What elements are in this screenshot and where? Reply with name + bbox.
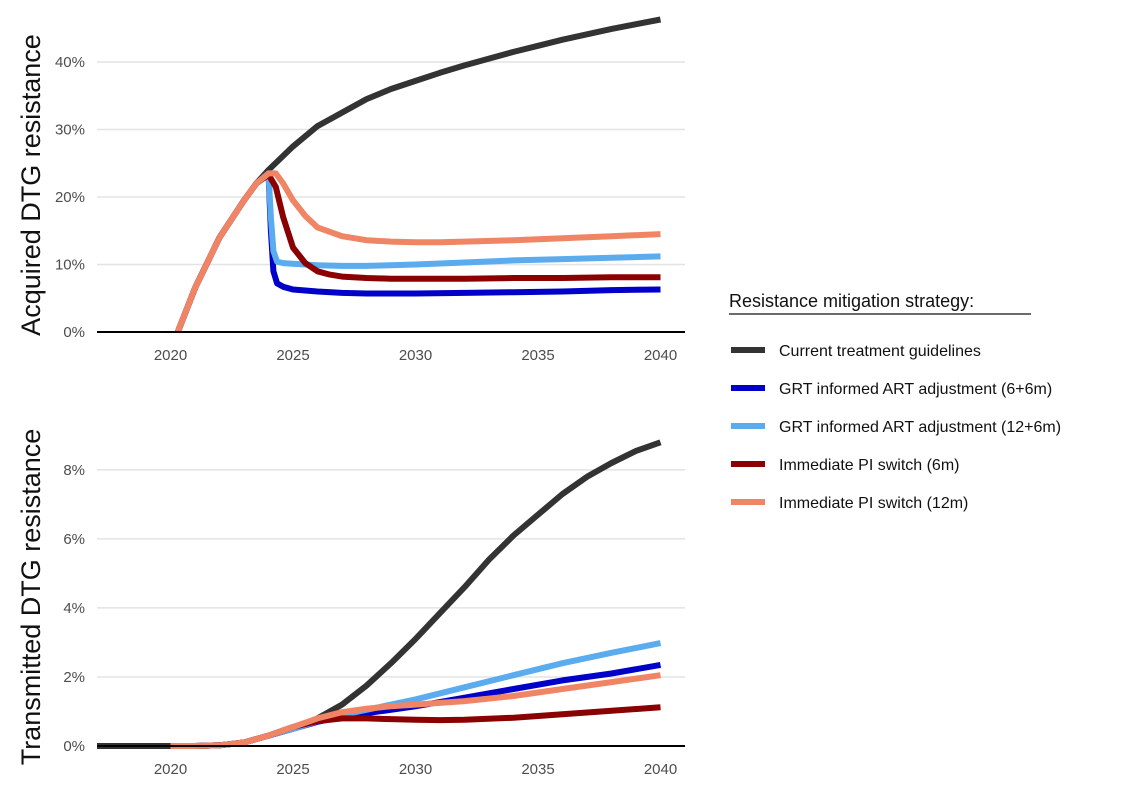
x-tick-label: 2020 — [154, 347, 187, 364]
legend-label: GRT informed ART adjustment (12+6m) — [779, 419, 1061, 436]
y-tick-label: 20% — [55, 189, 85, 206]
y-tick-label: 10% — [55, 257, 85, 274]
series-line — [97, 439, 662, 749]
y-tick-label: 0% — [63, 324, 85, 341]
legend: Resistance mitigation strategy: Current … — [729, 291, 1061, 512]
legend-label: Immediate PI switch (12m) — [779, 495, 968, 512]
x-tick-label: 2035 — [521, 761, 554, 778]
x-tick-label: 2030 — [399, 347, 432, 364]
legend-items: Current treatment guidelines GRT informed… — [731, 343, 1061, 512]
series-line — [170, 640, 662, 749]
y-tick-label: 8% — [63, 462, 85, 479]
x-tick-label: 2030 — [399, 761, 432, 778]
y-tick-label: 4% — [63, 600, 85, 617]
series-line — [175, 170, 661, 334]
y-tick-label: 6% — [63, 531, 85, 548]
acquired-resistance-panel: 0% 10% 20% 30% 40% 2020 2025 2030 2035 2040 Acquir… — [16, 16, 685, 364]
y-tick-label: 30% — [55, 122, 85, 139]
x-tick-label: 2020 — [154, 761, 187, 778]
series-line — [175, 16, 662, 334]
y-tick-label: 2% — [63, 669, 85, 686]
x-tick-label: 2040 — [644, 347, 677, 364]
series-line — [170, 672, 661, 749]
y-tick-label: 0% — [63, 738, 85, 755]
y-axis-title: Transmitted DTG resistance — [16, 429, 46, 766]
legend-label: GRT informed ART adjustment (6+6m) — [779, 381, 1052, 398]
y-axis-title: Acquired DTG resistance — [16, 34, 46, 336]
legend-label: Current treatment guidelines — [779, 343, 981, 360]
legend-label: Immediate PI switch (6m) — [779, 457, 959, 474]
x-tick-label: 2025 — [276, 347, 309, 364]
transmitted-resistance-panel: 0% 2% 4% 6% 8% 2020 2025 2030 2035 2040 Transmitte… — [16, 429, 685, 778]
y-tick-label: 40% — [55, 54, 85, 71]
x-tick-label: 2040 — [644, 761, 677, 778]
series-line — [175, 171, 661, 334]
x-tick-label: 2035 — [521, 347, 554, 364]
legend-title: Resistance mitigation strategy: — [729, 291, 974, 311]
x-tick-label: 2025 — [276, 761, 309, 778]
